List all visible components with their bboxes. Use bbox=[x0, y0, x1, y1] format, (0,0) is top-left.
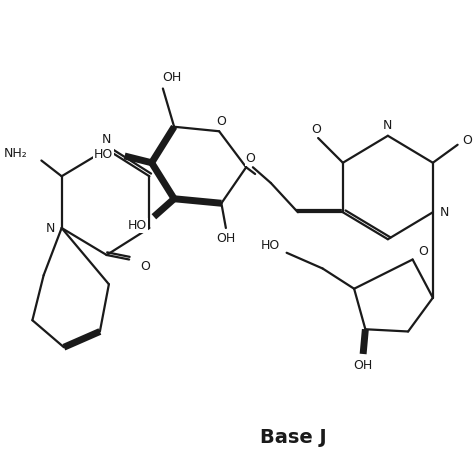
Text: HO: HO bbox=[94, 148, 113, 161]
Text: OH: OH bbox=[216, 232, 236, 245]
Text: O: O bbox=[418, 245, 428, 258]
Text: NH₂: NH₂ bbox=[4, 147, 28, 160]
Text: N: N bbox=[46, 221, 55, 235]
Text: Base J: Base J bbox=[260, 428, 327, 447]
Text: OH: OH bbox=[162, 71, 182, 84]
Text: N: N bbox=[102, 133, 111, 146]
Text: OH: OH bbox=[354, 359, 373, 372]
Text: O: O bbox=[311, 123, 321, 137]
Text: N: N bbox=[439, 206, 449, 219]
Text: O: O bbox=[246, 152, 255, 165]
Text: HO: HO bbox=[128, 219, 147, 232]
Text: O: O bbox=[462, 134, 472, 147]
Text: O: O bbox=[140, 260, 150, 273]
Text: N: N bbox=[383, 119, 392, 132]
Text: O: O bbox=[217, 115, 226, 128]
Text: HO: HO bbox=[261, 239, 280, 253]
